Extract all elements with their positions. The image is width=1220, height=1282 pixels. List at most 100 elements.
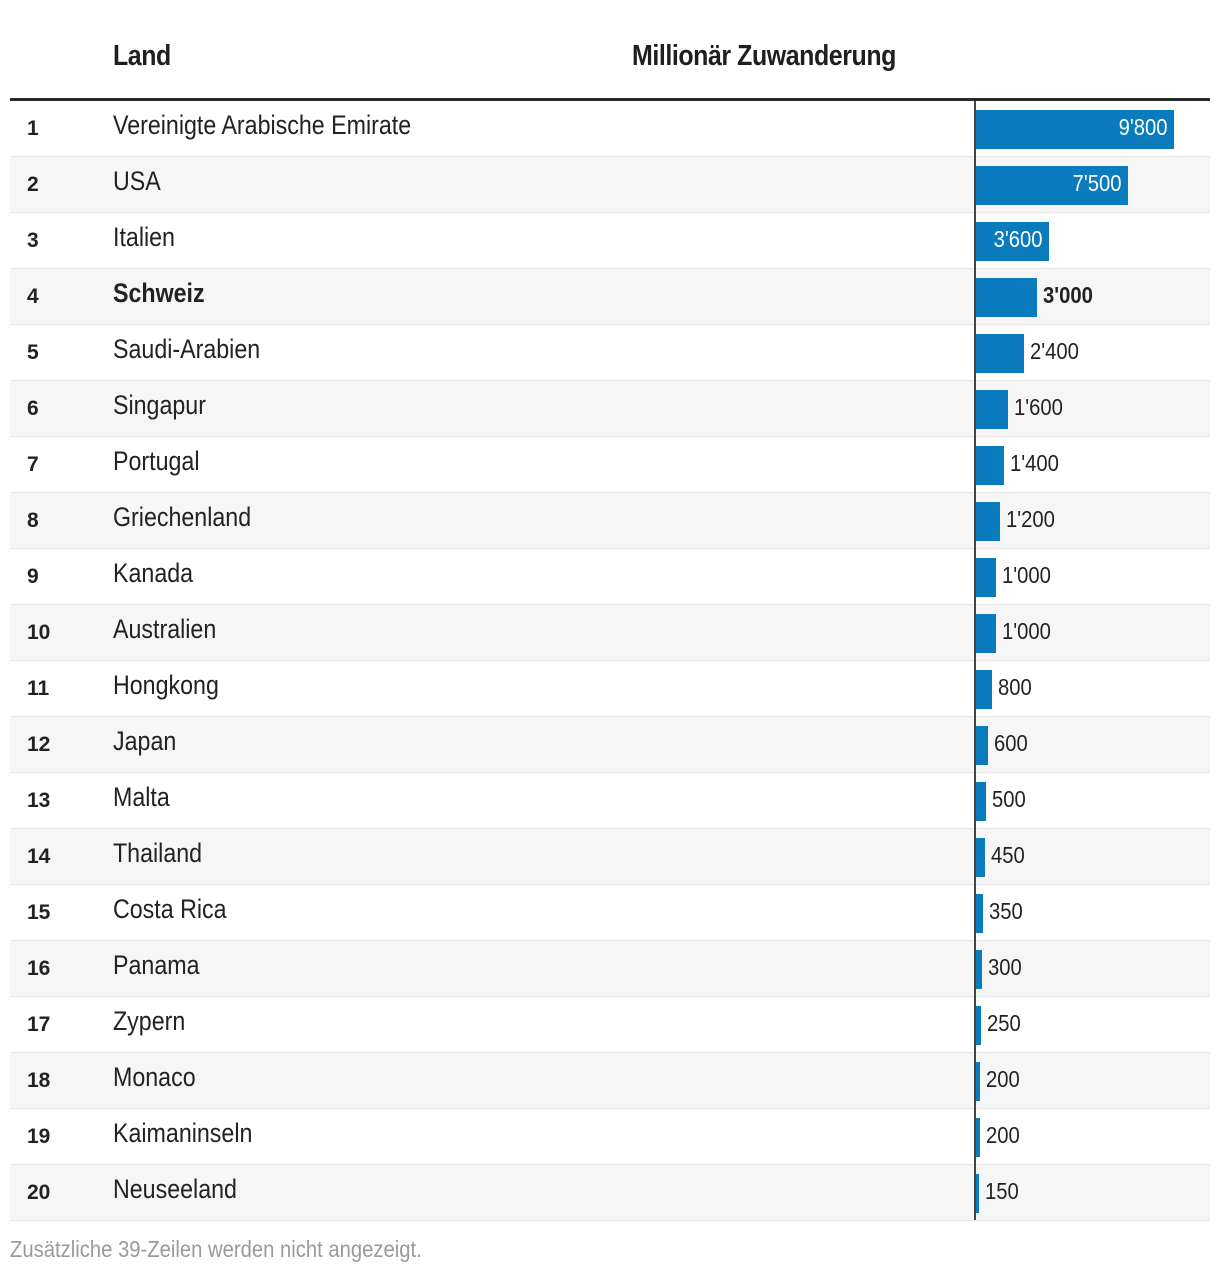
data-label: 3'600 <box>994 226 1043 252</box>
country-name: Malta <box>113 782 170 812</box>
rank-number: 1 <box>27 117 39 140</box>
column-header-millionaire-immigration[interactable]: Millionär Zuwanderung <box>632 40 896 72</box>
rank-number: 14 <box>27 845 51 868</box>
data-label: 250 <box>987 1010 1021 1036</box>
data-label: 200 <box>986 1066 1020 1092</box>
rank-number: 8 <box>27 509 39 532</box>
rank-number: 9 <box>27 565 39 588</box>
ranking-table: 1 Vereinigte Arabische Emirate 9'800 2 USA 7'… <box>10 101 1210 1221</box>
data-bar <box>976 502 1000 541</box>
data-label: 150 <box>985 1178 1019 1204</box>
data-bar <box>976 278 1037 317</box>
rank-number: 4 <box>27 285 39 308</box>
rank-number: 10 <box>27 621 51 644</box>
table-row: 18 Monaco 200 <box>10 1053 1210 1109</box>
data-bar <box>976 614 996 653</box>
country-name: Japan <box>113 726 177 756</box>
header-rule <box>10 98 1210 101</box>
data-label: 9'800 <box>1119 114 1168 140</box>
data-bar <box>976 838 985 877</box>
table-row: 4 Schweiz 3'000 <box>10 269 1210 325</box>
data-bar <box>976 1006 981 1045</box>
country-name: Panama <box>113 950 200 980</box>
data-bar <box>976 894 983 933</box>
country-name: Singapur <box>113 390 206 420</box>
country-name: Costa Rica <box>113 894 227 924</box>
table-row: 9 Kanada 1'000 <box>10 549 1210 605</box>
country-name: Schweiz <box>113 278 205 308</box>
country-name: Neuseeland <box>113 1174 237 1204</box>
table-row: 12 Japan 600 <box>10 717 1210 773</box>
column-header-country[interactable]: Land <box>113 40 171 72</box>
table-row: 17 Zypern 250 <box>10 997 1210 1053</box>
table-row: 3 Italien 3'600 <box>10 213 1210 269</box>
rank-number: 11 <box>27 677 50 700</box>
rank-number: 13 <box>27 789 51 812</box>
table-row: 1 Vereinigte Arabische Emirate 9'800 <box>10 101 1210 157</box>
country-name: Vereinigte Arabische Emirate <box>113 110 412 140</box>
country-name: Thailand <box>113 838 203 868</box>
data-label: 3'000 <box>1043 282 1093 308</box>
table-row: 15 Costa Rica 350 <box>10 885 1210 941</box>
country-name: Saudi-Arabien <box>113 334 261 364</box>
table-row: 11 Hongkong 800 <box>10 661 1210 717</box>
table-row: 7 Portugal 1'400 <box>10 437 1210 493</box>
rank-number: 15 <box>27 901 51 924</box>
country-name: Griechenland <box>113 502 252 532</box>
data-label: 450 <box>991 842 1025 868</box>
table-row: 8 Griechenland 1'200 <box>10 493 1210 549</box>
data-bar <box>976 390 1008 429</box>
table-row: 5 Saudi-Arabien 2'400 <box>10 325 1210 381</box>
data-label: 1'600 <box>1014 394 1063 420</box>
data-label: 1'000 <box>1002 562 1051 588</box>
data-label: 2'400 <box>1030 338 1079 364</box>
data-bar <box>976 334 1024 373</box>
country-name: Italien <box>113 222 175 252</box>
data-bar <box>976 950 982 989</box>
table-row: 13 Malta 500 <box>10 773 1210 829</box>
country-name: USA <box>113 166 161 196</box>
data-label: 500 <box>992 786 1026 812</box>
table-row: 6 Singapur 1'600 <box>10 381 1210 437</box>
data-label: 7'500 <box>1073 170 1122 196</box>
data-bar <box>976 222 1049 261</box>
rank-number: 2 <box>27 173 39 196</box>
table-header: Land Millionär Zuwanderung <box>10 0 1210 100</box>
rank-number: 16 <box>27 957 51 980</box>
data-label: 1'000 <box>1002 618 1051 644</box>
data-bar <box>976 446 1004 485</box>
rank-number: 6 <box>27 397 39 420</box>
data-bar <box>976 1118 980 1157</box>
table-row: 19 Kaimaninseln 200 <box>10 1109 1210 1165</box>
data-bar <box>976 1174 979 1213</box>
country-name: Portugal <box>113 446 200 476</box>
rank-number: 20 <box>27 1181 51 1204</box>
data-bar <box>976 782 986 821</box>
rank-number: 18 <box>27 1069 51 1092</box>
bar-baseline <box>974 101 976 1220</box>
data-bar <box>976 166 1128 205</box>
data-label: 200 <box>986 1122 1020 1148</box>
country-name: Kaimaninseln <box>113 1118 253 1148</box>
country-name: Kanada <box>113 558 194 588</box>
rank-number: 19 <box>27 1125 51 1148</box>
rank-number: 17 <box>27 1013 51 1036</box>
data-label: 600 <box>994 730 1028 756</box>
table-row: 16 Panama 300 <box>10 941 1210 997</box>
rank-number: 5 <box>27 341 39 364</box>
country-name: Hongkong <box>113 670 219 700</box>
data-bar <box>976 726 988 765</box>
table-row: 20 Neuseeland 150 <box>10 1165 1210 1221</box>
data-label: 1'200 <box>1006 506 1055 532</box>
data-label: 1'400 <box>1010 450 1059 476</box>
country-name: Zypern <box>113 1006 186 1036</box>
table-row: 14 Thailand 450 <box>10 829 1210 885</box>
country-name: Australien <box>113 614 217 644</box>
rank-number: 3 <box>27 229 39 252</box>
data-bar <box>976 110 1174 149</box>
data-bar <box>976 1062 980 1101</box>
data-label: 300 <box>988 954 1022 980</box>
hidden-rows-note: Zusätzliche 39-Zeilen werden nicht angez… <box>10 1236 422 1262</box>
table-row: 10 Australien 1'000 <box>10 605 1210 661</box>
data-bar <box>976 670 992 709</box>
